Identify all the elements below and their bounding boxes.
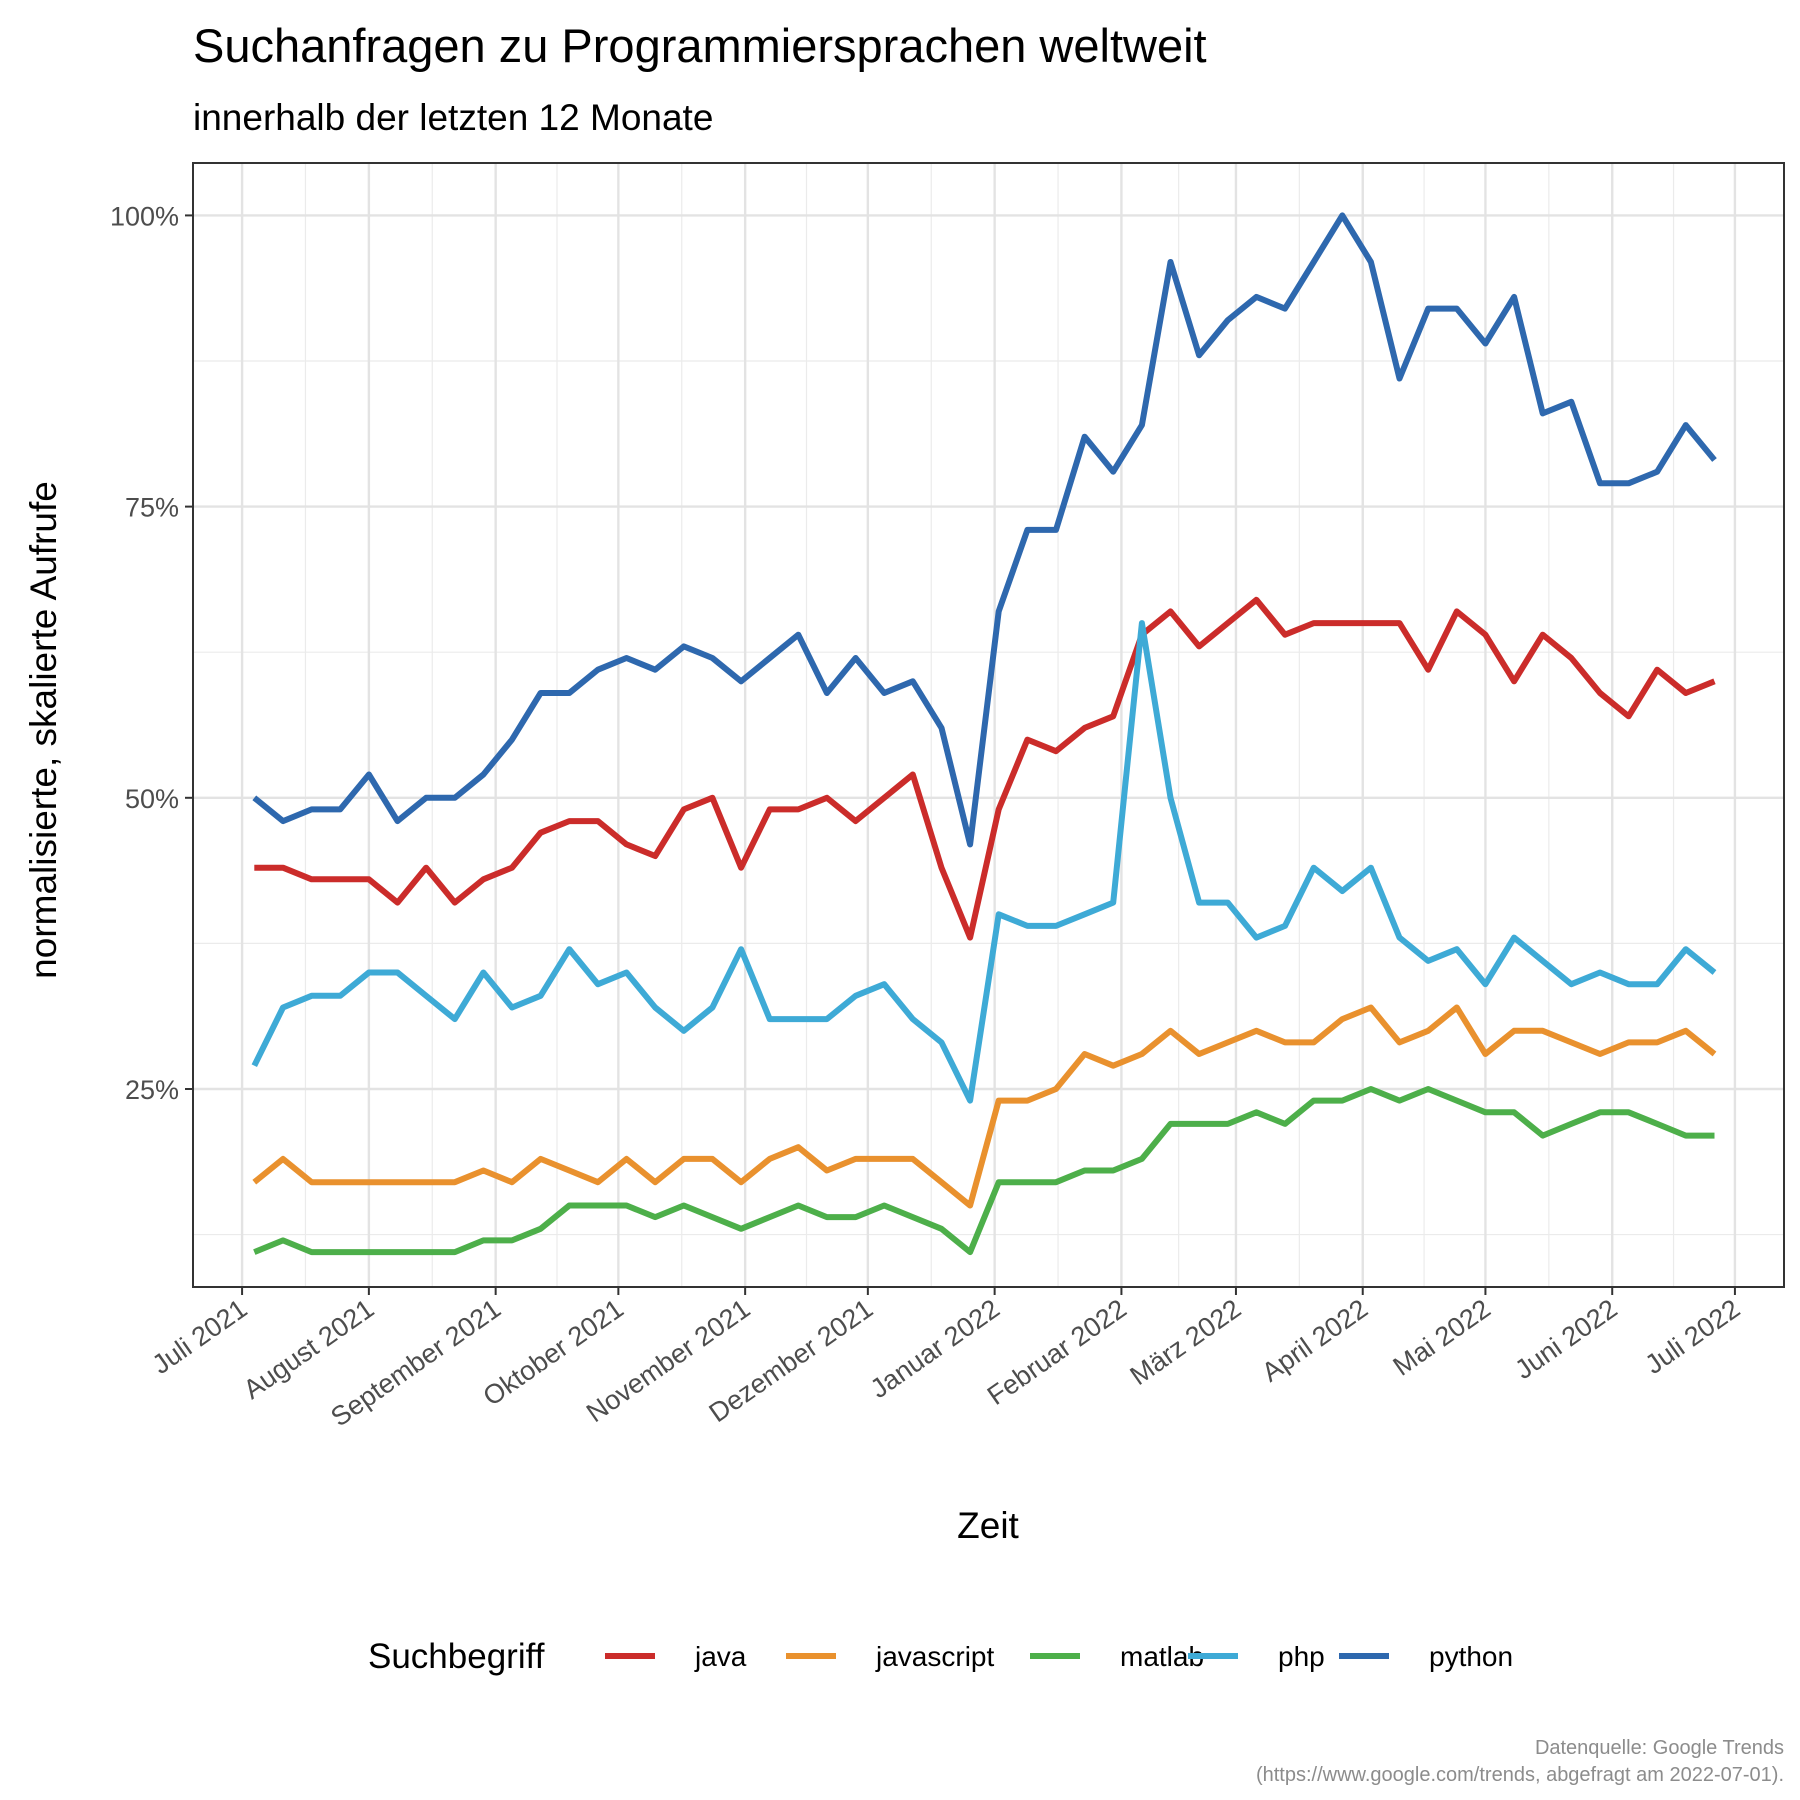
- series-lines: [251, 212, 1717, 1256]
- chart-title: Suchanfragen zu Programmiersprachen welt…: [193, 19, 1207, 72]
- x-tick-label: Juli 2021: [147, 1293, 253, 1380]
- grid-lines: [193, 163, 1784, 1287]
- y-tick-label: 50%: [125, 784, 179, 814]
- series-line-php: [251, 620, 1717, 1104]
- y-axis: 25% 50% 75% 100%: [110, 201, 193, 1105]
- y-axis-title: normalisierte, skalierte Aufrufe: [23, 481, 64, 979]
- series-line-python: [252, 212, 1717, 848]
- x-tick-label: Mai 2022: [1388, 1293, 1496, 1381]
- caption-line-1: Datenquelle: Google Trends: [1535, 1737, 1784, 1759]
- plot-panel: [192, 162, 1785, 1288]
- series-line-java: [254, 596, 1716, 941]
- x-axis-title: Zeit: [957, 1505, 1019, 1546]
- y-tick-label: 75%: [125, 493, 179, 523]
- chart-subtitle: innerhalb der letzten 12 Monate: [193, 97, 713, 138]
- y-tick-label: 100%: [110, 201, 179, 231]
- x-tick-label: Juli 2022: [1640, 1293, 1746, 1380]
- series-line-javascript: [252, 1004, 1717, 1209]
- plot-background: [193, 163, 1784, 1287]
- caption-line-2: (https://www.google.com/trends, abgefrag…: [1256, 1764, 1784, 1786]
- legend-label-python: python: [1429, 1641, 1513, 1672]
- legend-title: Suchbegriff: [368, 1637, 545, 1676]
- legend: Suchbegriff java javascript matlab php pytho…: [368, 1637, 1513, 1676]
- x-tick-label: Juni 2022: [1510, 1293, 1623, 1385]
- y-tick-label: 25%: [125, 1075, 179, 1105]
- x-tick-label: Februar 2022: [982, 1293, 1132, 1411]
- series-line-matlab: [253, 1086, 1715, 1256]
- legend-label-java: java: [694, 1641, 747, 1672]
- legend-label-javascript: javascript: [875, 1641, 994, 1672]
- legend-label-php: php: [1278, 1641, 1325, 1672]
- x-tick-label: März 2022: [1125, 1293, 1247, 1391]
- x-tick-label: April 2022: [1256, 1293, 1373, 1387]
